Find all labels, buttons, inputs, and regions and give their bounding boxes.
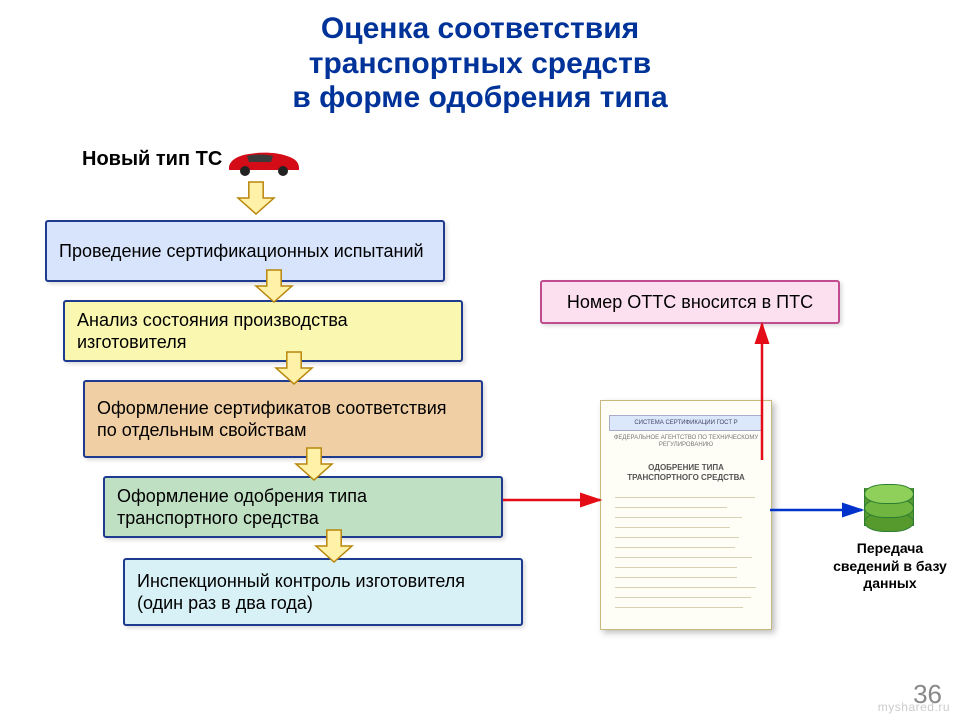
watermark: myshared.ru xyxy=(878,700,950,714)
new-type-label: Новый тип ТС xyxy=(82,148,222,171)
title-line-2: транспортных средств xyxy=(309,47,652,80)
cert-title-2: ТРАНСПОРТНОГО СРЕДСТВА xyxy=(609,473,763,483)
step-text-1: Проведение сертификационных испытаний xyxy=(59,240,424,263)
cert-title-1: ОДОБРЕНИЕ ТИПА xyxy=(609,463,763,473)
step-box-4: Оформление одобрения типа транспортного … xyxy=(103,476,503,538)
cert-band: СИСТЕМА СЕРТИФИКАЦИИ ГОСТ Р xyxy=(609,415,763,431)
database-icon xyxy=(864,482,914,532)
diagram-stage: Оценка соответствия транспортных средств… xyxy=(0,0,960,720)
certificate-doc-icon: СИСТЕМА СЕРТИФИКАЦИИ ГОСТ Р ФЕДЕРАЛЬНОЕ … xyxy=(600,400,772,630)
step-text-5: Инспекционный контроль изготовителя (оди… xyxy=(137,570,509,615)
otts-pts-box: Номер ОТТС вносится в ПТС xyxy=(540,280,840,324)
page-title: Оценка соответствия транспортных средств… xyxy=(0,12,960,116)
step-box-2: Анализ состояния производства изготовите… xyxy=(63,300,463,362)
step-box-1: Проведение сертификационных испытаний xyxy=(45,220,445,282)
car-icon xyxy=(225,148,303,178)
title-line-1: Оценка соответствия xyxy=(321,12,639,45)
step-text-2: Анализ состояния производства изготовите… xyxy=(77,309,449,354)
otts-pts-text: Номер ОТТС вносится в ПТС xyxy=(567,292,813,313)
database-caption: Передача сведений в базу данных xyxy=(832,540,948,593)
step-text-4: Оформление одобрения типа транспортного … xyxy=(117,485,489,530)
step-box-5: Инспекционный контроль изготовителя (оди… xyxy=(123,558,523,626)
cert-subhdr: ФЕДЕРАЛЬНОЕ АГЕНТСТВО ПО ТЕХНИЧЕСКОМУ РЕ… xyxy=(609,435,763,449)
title-line-3: в форме одобрения типа xyxy=(292,81,667,114)
step-text-3: Оформление сертификатов соответствия по … xyxy=(97,397,469,442)
step-box-3: Оформление сертификатов соответствия по … xyxy=(83,380,483,458)
